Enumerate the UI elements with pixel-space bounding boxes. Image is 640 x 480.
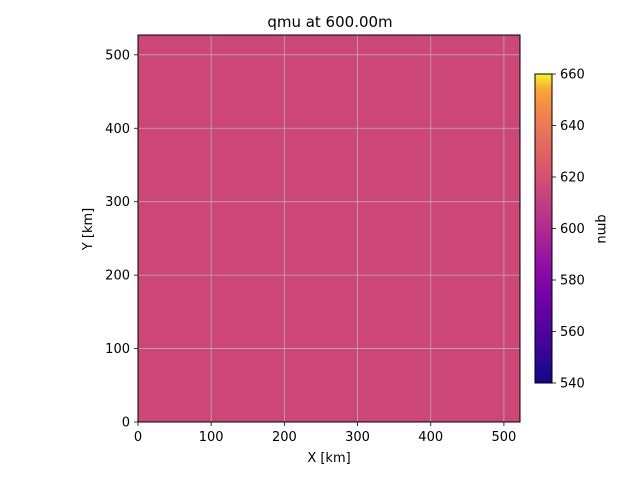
- y-tick-label: 300: [105, 195, 130, 210]
- x-tick-label: 200: [272, 430, 297, 445]
- colorbar: [534, 73, 553, 384]
- x-axis-label: X [km]: [307, 451, 350, 466]
- colorbar-tick-label: 540: [560, 377, 585, 392]
- colorbar-tick-label: 660: [560, 68, 585, 83]
- grid: [138, 35, 520, 422]
- x-tick-label: 400: [418, 430, 443, 445]
- chart-title: qmu at 600.00m: [267, 13, 392, 31]
- colorbar-label: qmu: [594, 214, 609, 243]
- colorbar-tick-label: 640: [560, 119, 585, 134]
- y-tick-label: 100: [105, 342, 130, 357]
- y-tick-label: 200: [105, 269, 130, 284]
- y-axis-label: Y [km]: [81, 208, 96, 251]
- x-tick-label: 300: [345, 430, 370, 445]
- x-tick-label: 0: [134, 430, 142, 445]
- x-axis-ticks: 0 100 200 300 400 500: [134, 422, 516, 445]
- plot-frame: [137, 34, 521, 423]
- y-tick-label: 500: [105, 48, 130, 63]
- colorbar-ticks: 540 560 580 600 620 640 660: [552, 68, 585, 392]
- y-tick-label: 400: [105, 122, 130, 137]
- heatmap-field: [138, 35, 520, 422]
- colorbar-tick-label: 620: [560, 171, 585, 186]
- colorbar-tick-label: 580: [560, 274, 585, 289]
- colorbar-tick-label: 600: [560, 222, 585, 237]
- x-tick-label: 500: [491, 430, 516, 445]
- colorbar-tick-label: 560: [560, 325, 585, 340]
- x-tick-label: 100: [199, 430, 224, 445]
- y-axis-ticks: 0 100 200 300 400 500: [105, 48, 138, 431]
- y-tick-label: 0: [122, 416, 130, 431]
